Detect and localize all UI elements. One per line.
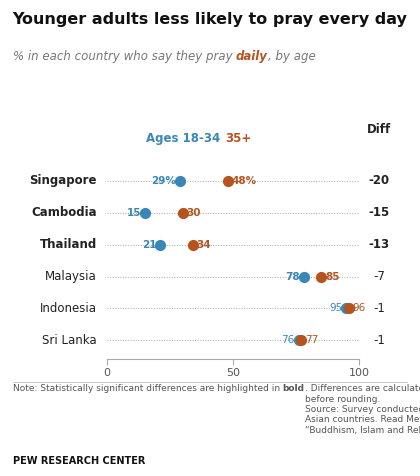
Text: Thailand: Thailand: [40, 238, 97, 251]
Text: Singapore: Singapore: [29, 175, 97, 188]
Text: 95: 95: [329, 303, 343, 313]
Text: Malaysia: Malaysia: [45, 270, 97, 283]
Text: -1: -1: [373, 334, 385, 347]
Point: [177, 177, 184, 185]
Text: 29%: 29%: [152, 176, 176, 186]
Text: . Differences are calculated
before rounding.
Source: Survey conducted June 1-Se: . Differences are calculated before roun…: [304, 384, 420, 435]
Point: [295, 337, 302, 344]
Text: -20: -20: [369, 175, 390, 188]
Point: [300, 273, 307, 280]
Point: [157, 241, 163, 248]
Text: 96: 96: [353, 303, 366, 313]
Point: [343, 305, 350, 312]
Point: [298, 337, 304, 344]
Point: [189, 241, 196, 248]
Text: bold: bold: [283, 384, 304, 393]
Text: 77: 77: [305, 335, 318, 345]
Text: 48%: 48%: [232, 176, 257, 186]
Text: -7: -7: [373, 270, 385, 283]
Point: [179, 209, 186, 217]
Point: [142, 209, 148, 217]
Text: 30: 30: [186, 208, 201, 218]
Text: % in each country who say they pray: % in each country who say they pray: [13, 50, 236, 63]
Text: Sri Lanka: Sri Lanka: [42, 334, 97, 347]
Point: [225, 177, 231, 185]
Text: Indonesia: Indonesia: [40, 302, 97, 315]
Text: -13: -13: [369, 238, 390, 251]
Text: 34: 34: [197, 240, 211, 250]
Text: 76: 76: [281, 335, 295, 345]
Text: -15: -15: [369, 206, 390, 219]
Point: [346, 305, 352, 312]
Text: Diff: Diff: [367, 123, 391, 136]
Text: 85: 85: [325, 271, 340, 281]
Text: daily: daily: [236, 50, 268, 63]
Text: , by age: , by age: [268, 50, 315, 63]
Text: Ages 18-34: Ages 18-34: [146, 132, 220, 145]
Text: PEW RESEARCH CENTER: PEW RESEARCH CENTER: [13, 456, 145, 466]
Text: Note: Statistically significant differences are highlighted in: Note: Statistically significant differen…: [13, 384, 283, 393]
Text: 78: 78: [285, 271, 300, 281]
Point: [318, 273, 325, 280]
Text: Younger adults less likely to pray every day: Younger adults less likely to pray every…: [13, 12, 407, 27]
Text: 15: 15: [126, 208, 141, 218]
Text: 35+: 35+: [225, 132, 251, 145]
Text: Cambodia: Cambodia: [32, 206, 97, 219]
Text: -1: -1: [373, 302, 385, 315]
Text: 21: 21: [142, 240, 156, 250]
